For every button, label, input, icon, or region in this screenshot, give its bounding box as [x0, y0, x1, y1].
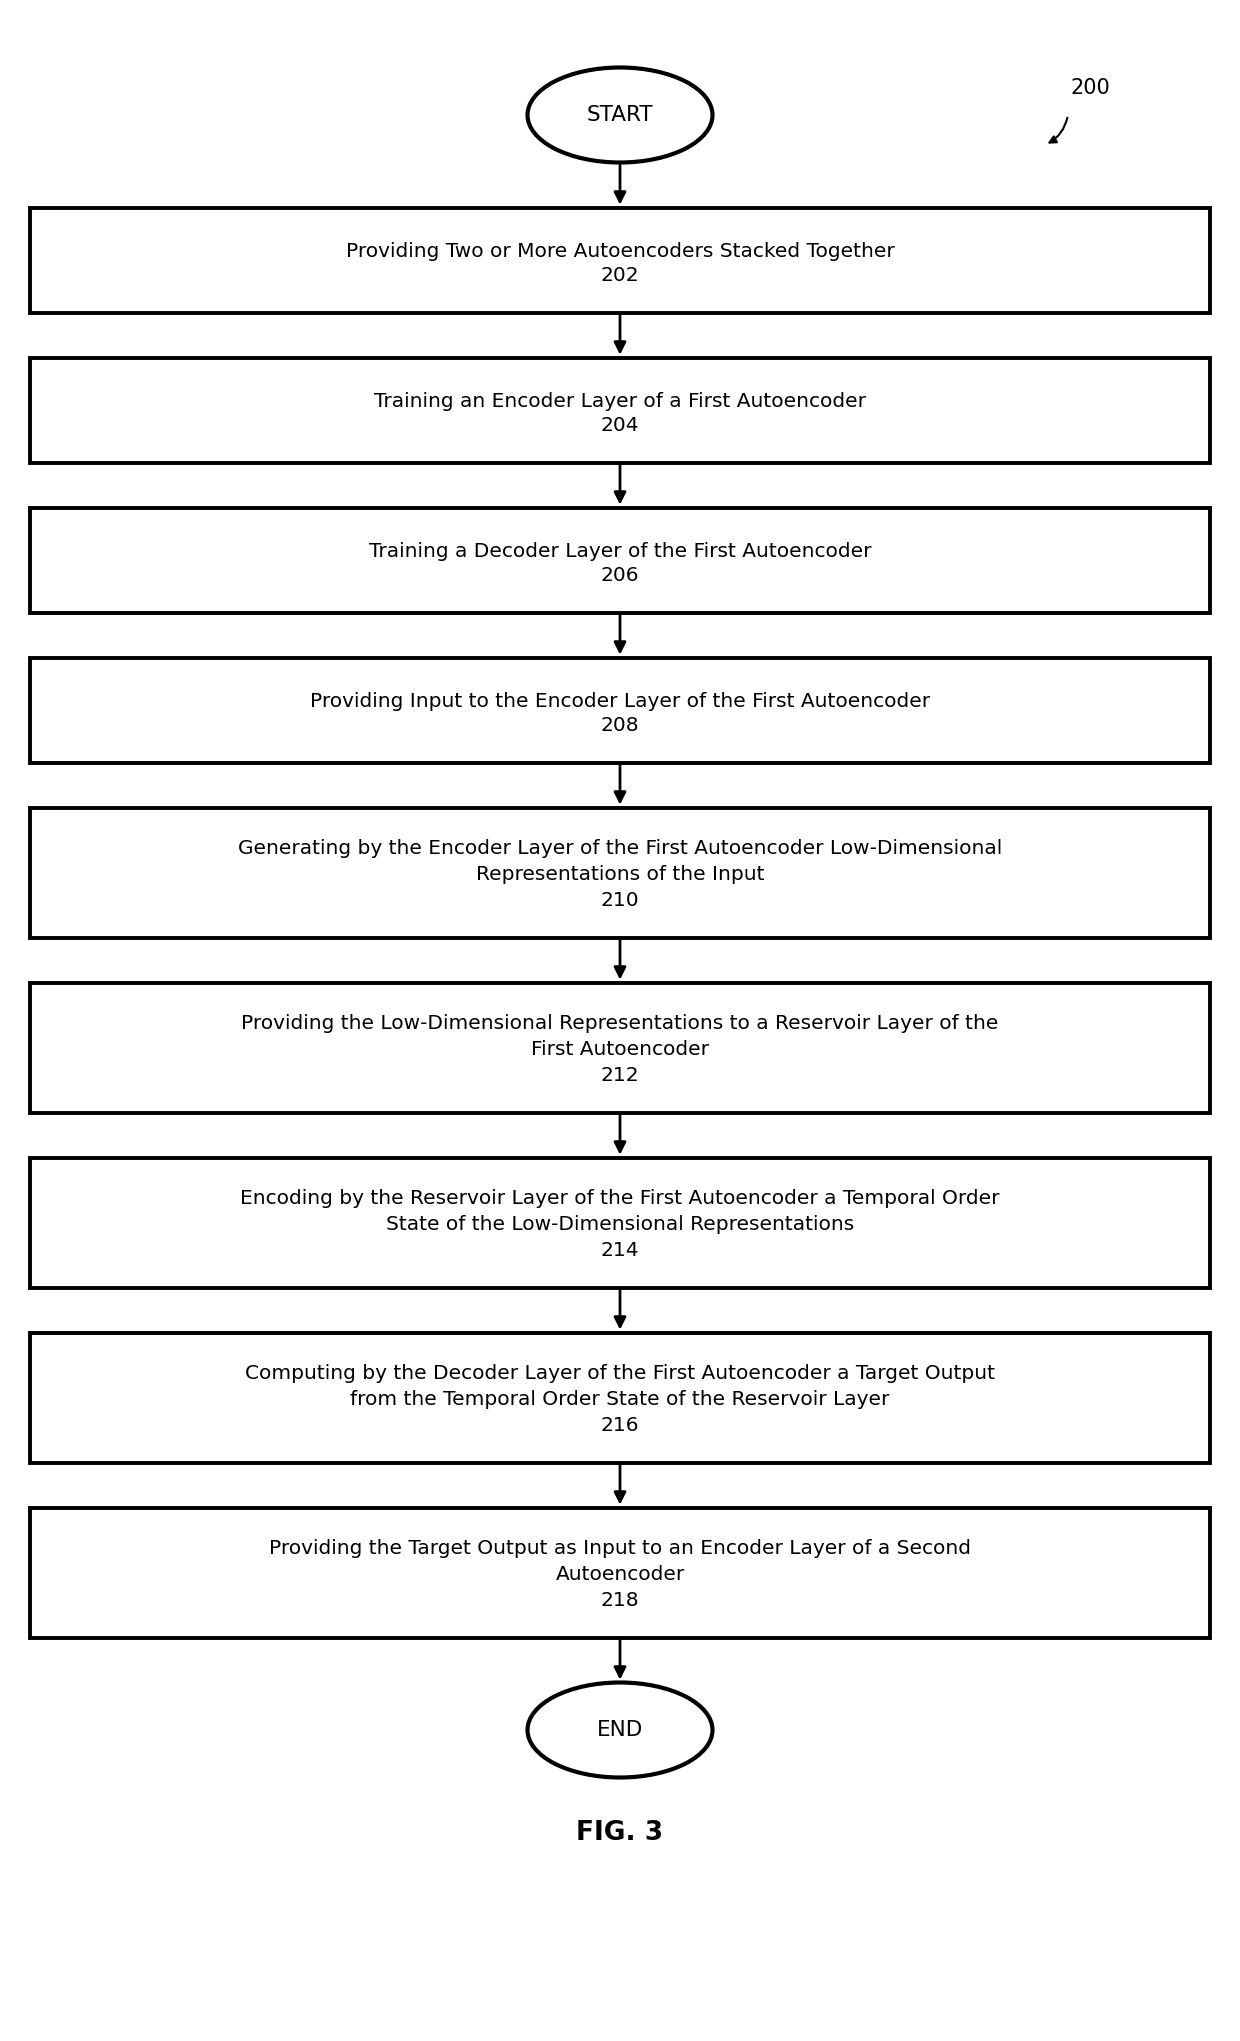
Ellipse shape [527, 67, 713, 163]
Text: END: END [596, 1721, 644, 1741]
Bar [30, 1157, 1210, 1288]
Text: Autoencoder: Autoencoder [556, 1565, 684, 1584]
Text: Representations of the Input: Representations of the Input [476, 865, 764, 884]
Text: Encoding by the Reservoir Layer of the First Autoencoder a Temporal Order: Encoding by the Reservoir Layer of the F… [241, 1190, 999, 1208]
Text: 206: 206 [600, 565, 640, 586]
Bar [30, 982, 1210, 1112]
Text: Providing the Target Output as Input to an Encoder Layer of a Second: Providing the Target Output as Input to … [269, 1539, 971, 1557]
Bar [30, 1508, 1210, 1637]
Bar [30, 508, 1210, 612]
Text: FIG. 3: FIG. 3 [577, 1819, 663, 1845]
Text: START: START [587, 104, 653, 125]
Text: Generating by the Encoder Layer of the First Autoencoder Low-Dimensional: Generating by the Encoder Layer of the F… [238, 839, 1002, 857]
Bar [30, 657, 1210, 763]
Text: 200: 200 [1070, 78, 1110, 98]
Ellipse shape [527, 1682, 713, 1778]
Text: Providing the Low-Dimensional Representations to a Reservoir Layer of the: Providing the Low-Dimensional Representa… [242, 1014, 998, 1033]
Text: 214: 214 [600, 1241, 640, 1259]
Text: Computing by the Decoder Layer of the First Autoencoder a Target Output: Computing by the Decoder Layer of the Fi… [246, 1363, 994, 1384]
Text: State of the Low-Dimensional Representations: State of the Low-Dimensional Representat… [386, 1214, 854, 1235]
Text: Training a Decoder Layer of the First Autoencoder: Training a Decoder Layer of the First Au… [368, 543, 872, 561]
Bar [30, 208, 1210, 312]
Text: Providing Input to the Encoder Layer of the First Autoencoder: Providing Input to the Encoder Layer of … [310, 692, 930, 710]
Text: 204: 204 [600, 416, 640, 435]
Text: 210: 210 [600, 892, 640, 910]
Text: 202: 202 [600, 265, 640, 286]
Text: Training an Encoder Layer of a First Autoencoder: Training an Encoder Layer of a First Aut… [374, 392, 866, 410]
Text: 212: 212 [600, 1065, 640, 1086]
Text: 216: 216 [600, 1416, 640, 1435]
Text: 218: 218 [600, 1592, 640, 1610]
Bar [30, 1333, 1210, 1463]
Bar [30, 808, 1210, 937]
Bar [30, 357, 1210, 463]
Text: Providing Two or More Autoencoders Stacked Together: Providing Two or More Autoencoders Stack… [346, 243, 894, 261]
Text: 208: 208 [600, 716, 640, 735]
Text: First Autoencoder: First Autoencoder [531, 1041, 709, 1059]
Text: from the Temporal Order State of the Reservoir Layer: from the Temporal Order State of the Res… [351, 1390, 889, 1408]
